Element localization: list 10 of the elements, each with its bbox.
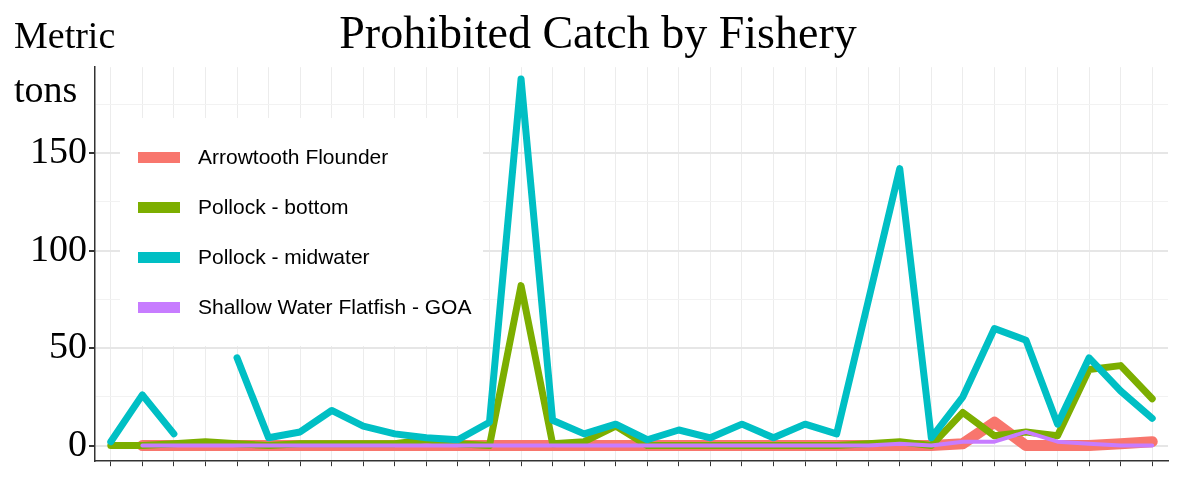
y-tick-label: 100: [30, 226, 87, 269]
legend-label: Arrowtooth Flounder: [198, 145, 389, 169]
legend-label: Pollock - bottom: [198, 195, 349, 219]
y-tick-label: 150: [30, 129, 87, 172]
legend-label: Pollock - midwater: [198, 245, 370, 269]
chart-title: Prohibited Catch by Fishery: [339, 6, 857, 58]
y-tick-label: 50: [49, 324, 87, 367]
legend-label: Shallow Water Flatfish - GOA: [198, 295, 472, 319]
y-tick-label: 0: [68, 421, 87, 464]
y-axis-title: Metric tons: [14, 13, 117, 112]
